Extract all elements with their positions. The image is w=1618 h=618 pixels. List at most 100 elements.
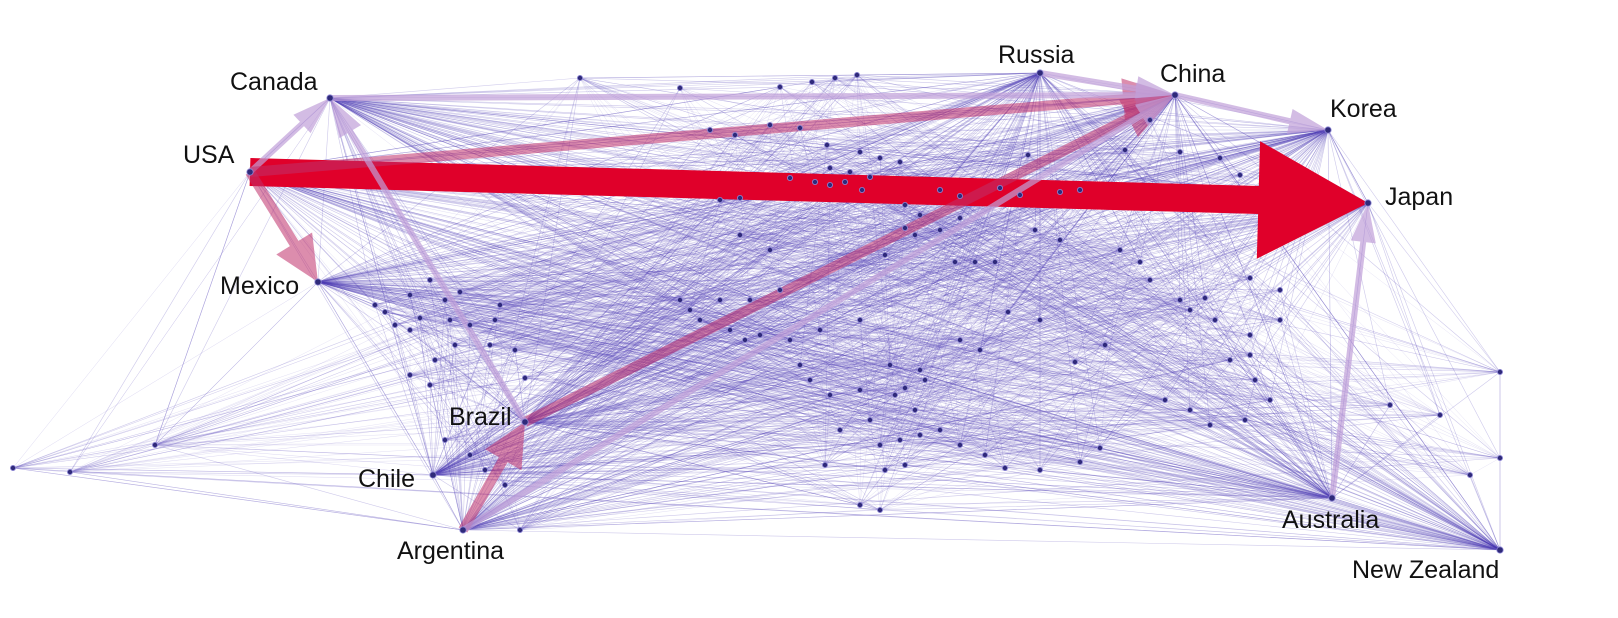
- network-edge: [249, 171, 1041, 321]
- network-node: [1171, 91, 1179, 99]
- network-edge: [939, 429, 1501, 551]
- network-edge: [432, 474, 861, 506]
- network-edge: [519, 174, 1241, 531]
- network-edge: [429, 279, 1281, 291]
- network-edge: [1119, 249, 1333, 499]
- network-edge: [709, 129, 1009, 313]
- network-edge: [719, 234, 741, 301]
- network-edge: [824, 464, 1006, 469]
- network-edge: [374, 304, 1041, 471]
- network-edge: [819, 329, 1333, 499]
- network-edge: [409, 294, 456, 346]
- network-edge: [419, 317, 1471, 476]
- network-edge: [849, 171, 1333, 499]
- network-edge: [249, 171, 446, 301]
- network-edge: [462, 439, 901, 531]
- network-edge: [249, 171, 681, 301]
- network-edge: [317, 281, 841, 431]
- network-edge: [329, 97, 731, 331]
- network-edge: [317, 281, 926, 381]
- network-node: [406, 291, 413, 298]
- network-edge: [829, 129, 1329, 169]
- network-node: [892, 391, 899, 398]
- network-edge: [824, 72, 1041, 466]
- network-edge: [409, 311, 1009, 376]
- network-edge: [1249, 354, 1333, 499]
- network-edge: [329, 97, 831, 396]
- network-edge: [317, 197, 741, 283]
- network-edge: [249, 171, 1006, 469]
- network-edge: [504, 189, 1081, 486]
- network-edge: [839, 429, 986, 456]
- network-edge: [317, 279, 431, 283]
- network-edge: [249, 171, 886, 471]
- network-edge: [434, 202, 1369, 361]
- network-edge: [809, 94, 1176, 381]
- network-edge: [999, 72, 1041, 189]
- network-edge: [329, 97, 711, 131]
- network-edge: [432, 176, 871, 476]
- network-edge: [489, 344, 1166, 401]
- network-edge: [12, 339, 961, 469]
- network-edge: [1007, 261, 1141, 313]
- network-edge: [919, 319, 1041, 371]
- network-edge: [484, 279, 1151, 471]
- network-edge: [249, 171, 436, 361]
- network-edge: [579, 77, 1251, 356]
- network-edge: [734, 134, 1501, 551]
- network-edge: [689, 199, 721, 311]
- network-edge: [904, 72, 1041, 389]
- network-node: [1072, 358, 1079, 365]
- network-node: [747, 296, 754, 303]
- network-edge: [799, 364, 1271, 401]
- network-edge: [904, 464, 1501, 551]
- network-edge: [329, 97, 871, 178]
- network-edge: [914, 94, 1176, 411]
- network-edge: [504, 484, 1501, 551]
- network-node: [426, 381, 433, 388]
- network-edge: [889, 72, 1041, 366]
- network-edge: [429, 384, 1041, 471]
- network-edge: [469, 279, 1151, 326]
- network-edge: [734, 134, 1501, 551]
- network-edge: [524, 177, 791, 423]
- network-edge: [409, 214, 921, 331]
- network-edge: [432, 184, 831, 476]
- network-node: [381, 308, 388, 315]
- network-edge: [859, 319, 1041, 471]
- network-edge: [432, 419, 871, 476]
- network-edge: [834, 77, 1221, 159]
- network-edge: [489, 344, 1211, 426]
- network-edge: [879, 409, 916, 446]
- network-edge: [374, 304, 926, 381]
- network-edge: [524, 377, 1191, 411]
- network-edge: [739, 234, 1251, 336]
- network-edge: [1027, 154, 1501, 551]
- network-edge: [409, 329, 961, 341]
- network-edge: [859, 129, 1329, 391]
- network-node: [1277, 286, 1284, 293]
- network-edge: [984, 399, 1166, 456]
- network-edge: [769, 249, 921, 371]
- network-edge: [859, 299, 1181, 506]
- network-edge: [1007, 311, 1256, 381]
- network-edge: [1099, 399, 1271, 449]
- network-edge: [834, 77, 1501, 551]
- network-edge: [769, 249, 1231, 361]
- network-edge: [524, 404, 1391, 423]
- network-edge: [432, 434, 921, 476]
- network-edge: [829, 167, 961, 446]
- network-edge: [1189, 409, 1333, 499]
- network-edge: [409, 294, 1181, 301]
- network-edge: [1074, 261, 1141, 363]
- network-node: [1247, 274, 1254, 281]
- network-node: [707, 127, 714, 134]
- network-edge: [809, 379, 1501, 551]
- network-edge: [469, 421, 526, 456]
- network-edge: [1007, 311, 1256, 381]
- network-edge: [1039, 72, 1251, 356]
- network-edge: [484, 72, 1041, 471]
- network-node: [1247, 331, 1254, 338]
- network-edge: [919, 369, 986, 456]
- network-edge: [829, 394, 1271, 401]
